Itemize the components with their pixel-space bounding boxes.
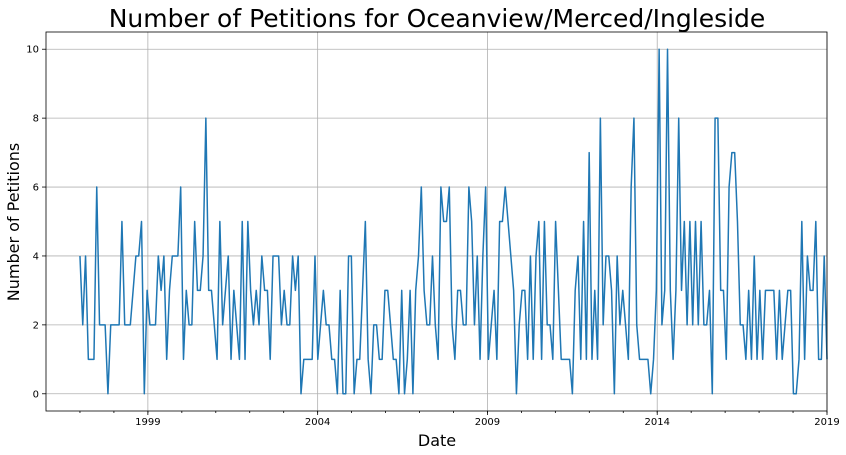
- grid-lines: [46, 32, 828, 411]
- x-tick-label: 2009: [475, 417, 500, 428]
- y-tick-label: 8: [33, 114, 39, 125]
- y-tick-label: 0: [33, 389, 39, 400]
- x-tick-label: 1999: [135, 417, 160, 428]
- x-tick-label: 2004: [305, 417, 330, 428]
- plot-frame: [45, 31, 828, 412]
- y-tick-label: 6: [33, 183, 39, 194]
- y-tick-label: 10: [26, 45, 39, 56]
- chart-title: Number of Petitions for Oceanview/Merced…: [109, 4, 766, 33]
- x-tick-label: 2019: [814, 417, 839, 428]
- x-axis-label: Date: [418, 431, 456, 450]
- axis-ticks: 0 2 4 6 8 10 1999 2004 2009 2014 2019: [26, 45, 839, 428]
- x-tick-label: 2014: [644, 417, 669, 428]
- y-tick-label: 2: [33, 320, 39, 331]
- y-axis-label: Number of Petitions: [4, 143, 23, 302]
- series-line-0: [79, 48, 828, 395]
- series-layer: [79, 48, 828, 395]
- y-tick-label: 4: [33, 251, 39, 262]
